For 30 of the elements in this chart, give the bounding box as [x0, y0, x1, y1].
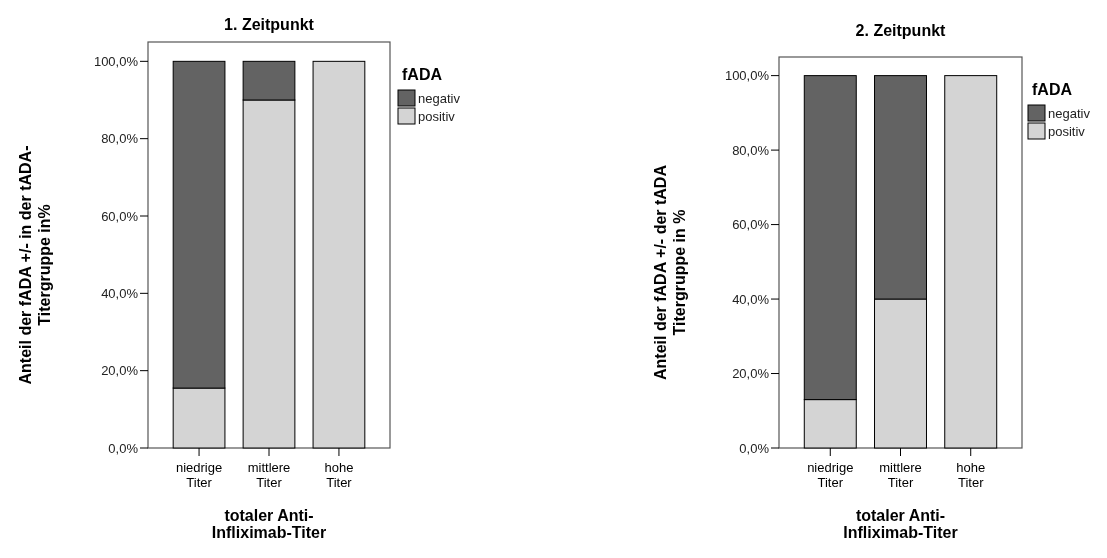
- x-axis-title: totaler Anti- Infliximab-Titer: [843, 507, 958, 541]
- x-tick-label: niedrige Titer: [807, 460, 854, 490]
- y-tick-label: 100,0%: [724, 68, 770, 84]
- x-tick-label: mittlere Titer: [879, 460, 922, 490]
- y-tick-label: 60,0%: [101, 208, 139, 224]
- y-tick-label: 20,0%: [732, 366, 770, 382]
- y-tick-label: 80,0%: [732, 142, 770, 158]
- x-tick-label: mittlere Titer: [247, 460, 291, 490]
- y-tick-label: 80,0%: [101, 131, 139, 147]
- legend-label: negativ: [1048, 105, 1091, 121]
- x-tick-label: hohe Titer: [956, 460, 986, 490]
- x-axis-title: totaler Anti- Infliximab-Titer: [211, 507, 327, 541]
- y-axis-title: Anteil der fADA +/- in der tADA- Titergruppe in%: [17, 145, 53, 385]
- y-tick-label: 40,0%: [732, 291, 770, 307]
- x-tick-label: niedrige Titer: [175, 460, 223, 490]
- y-tick-label: 0,0%: [108, 440, 139, 456]
- y-tick-label: 60,0%: [732, 217, 770, 233]
- x-tick-label: hohe Titer: [324, 460, 354, 490]
- y-tick-label: 20,0%: [101, 363, 139, 379]
- legend-label: positiv: [1048, 123, 1086, 139]
- chart-title: 1. Zeitpunkt: [224, 16, 315, 33]
- y-tick-label: 100,0%: [93, 53, 139, 69]
- y-tick-label: 0,0%: [739, 440, 770, 456]
- legend-label: negativ: [418, 90, 461, 106]
- y-axis-title: Anteil der fADA +/- der tADA Titergruppe in %: [652, 164, 688, 380]
- y-tick-label: 40,0%: [101, 285, 139, 301]
- chart-title: 2. Zeitpunkt: [855, 22, 947, 39]
- legend-title: fADA: [1032, 81, 1073, 98]
- legend-title: fADA: [402, 66, 443, 83]
- legend-label: positiv: [418, 108, 456, 124]
